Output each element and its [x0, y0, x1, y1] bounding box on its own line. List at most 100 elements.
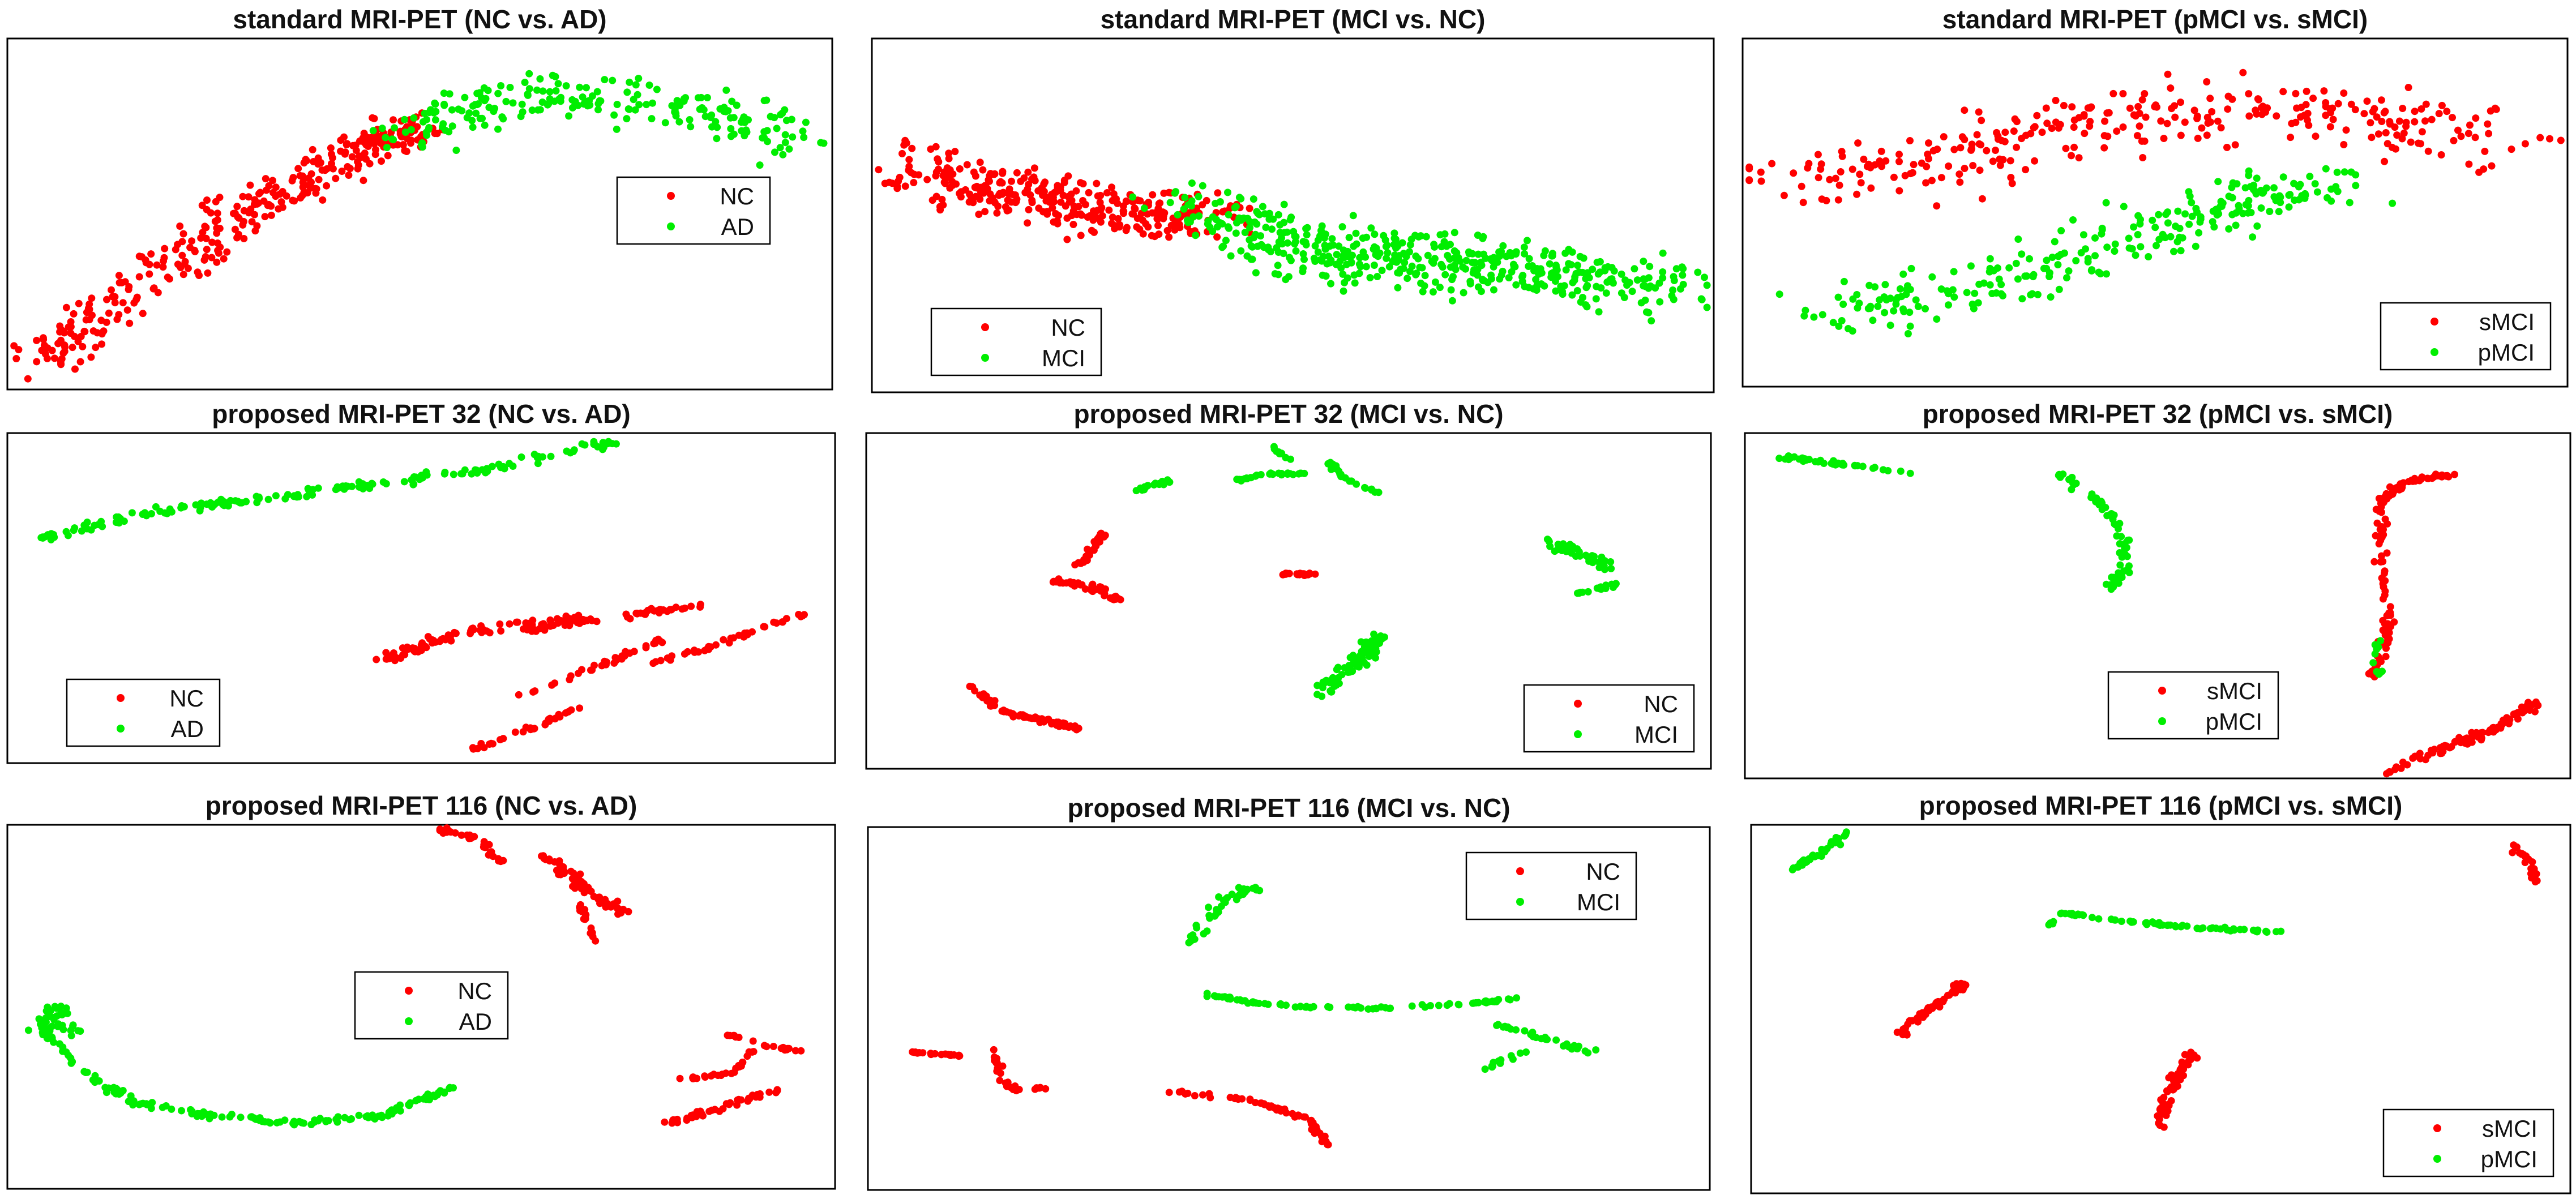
scatter-point — [902, 139, 910, 147]
scatter-point — [1922, 305, 1929, 312]
scatter-point — [1659, 249, 1667, 257]
scatter-point — [1040, 180, 1048, 188]
scatter-point — [2160, 1123, 2168, 1131]
scatter-point — [1922, 179, 1930, 187]
scatter-point — [2384, 639, 2392, 646]
scatter-point — [1487, 255, 1495, 263]
scatter-point — [2214, 178, 2222, 186]
scatter-point — [2376, 507, 2384, 515]
scatter-point — [1996, 161, 2004, 169]
scatter-point — [2115, 579, 2123, 587]
scatter-point — [1067, 190, 1075, 198]
scatter-point — [483, 465, 491, 473]
scatter-point — [912, 1048, 919, 1056]
scatter-point — [1034, 187, 1042, 195]
scatter-point — [1838, 148, 1846, 156]
scatter-point — [612, 657, 620, 665]
scatter-point — [213, 209, 221, 217]
scatter-point — [1995, 135, 2002, 143]
scatter-point — [1246, 217, 1253, 225]
scatter-point — [198, 1112, 206, 1120]
scatter-point — [950, 1051, 958, 1059]
scatter-point — [748, 628, 756, 636]
scatter-point — [1886, 294, 1894, 302]
scatter-point — [1884, 467, 1892, 474]
scatter-point — [1961, 136, 1969, 143]
scatter-point — [1300, 469, 1308, 477]
scatter-point — [1311, 258, 1319, 265]
scatter-point — [1533, 282, 1541, 290]
scatter-point — [1159, 215, 1167, 222]
scatter-point — [506, 620, 514, 628]
scatter-point — [888, 179, 896, 187]
scatter-point — [281, 1116, 289, 1124]
scatter-point — [1533, 265, 1541, 272]
scatter-point — [369, 127, 377, 135]
scatter-point — [2340, 89, 2348, 97]
scatter-point — [2287, 134, 2295, 142]
scatter-point — [2438, 101, 2446, 109]
scatter-point — [1529, 1029, 1537, 1037]
scatter-point — [1065, 723, 1073, 731]
scatter-point — [509, 463, 517, 470]
scatter-point — [303, 493, 311, 500]
scatter-point — [1466, 277, 1474, 285]
scatter-point — [1956, 178, 1964, 186]
scatter-point — [1976, 166, 1984, 174]
scatter-point — [424, 633, 432, 641]
scatter-point — [2021, 272, 2029, 280]
scatter-point — [204, 269, 212, 277]
scatter-point — [440, 89, 448, 97]
scatter-point — [1983, 147, 1991, 155]
scatter-point — [125, 283, 133, 290]
scatter-point — [470, 833, 478, 841]
scatter-point — [417, 133, 425, 140]
scatter-point — [1904, 1020, 1912, 1028]
scatter-point — [314, 484, 322, 492]
scatter-point — [576, 619, 584, 627]
scatter-point — [1266, 247, 1274, 255]
scatter-point — [2007, 174, 2015, 181]
scatter-point — [635, 75, 643, 82]
scatter-point — [957, 188, 965, 196]
scatter-point — [551, 715, 559, 723]
scatter-point — [2186, 192, 2194, 200]
scatter-point — [1999, 156, 2007, 164]
scatter-point — [910, 170, 918, 178]
scatter-point — [188, 237, 196, 245]
scatter-point — [133, 293, 141, 301]
scatter-point — [2418, 473, 2426, 481]
scatter-point — [344, 163, 352, 170]
scatter-point — [1063, 235, 1071, 243]
scatter-point — [1431, 278, 1439, 286]
scatter-point — [45, 1010, 53, 1018]
scatter-point — [1067, 579, 1075, 587]
scatter-point — [2177, 247, 2185, 255]
scatter-point — [2107, 510, 2115, 517]
scatter-point — [1904, 330, 1912, 337]
scatter-point — [369, 480, 376, 488]
scatter-point — [1477, 258, 1485, 266]
scatter-point — [1448, 297, 1456, 305]
scatter-point — [641, 610, 649, 618]
scatter-point — [1462, 256, 1470, 264]
scatter-point — [2232, 221, 2240, 229]
scatter-point — [754, 1090, 761, 1098]
scatter-point — [1294, 571, 1302, 579]
scatter-point — [1324, 1141, 1332, 1149]
scatter-point — [2164, 70, 2172, 78]
scatter-point — [536, 75, 544, 83]
scatter-point — [55, 1040, 63, 1048]
scatter-point — [1394, 242, 1402, 250]
legend-marker — [1574, 700, 1582, 708]
scatter-point — [2164, 921, 2172, 929]
scatter-point — [2171, 922, 2179, 930]
scatter-point — [359, 485, 367, 493]
scatter-point — [2477, 729, 2485, 737]
scatter-point — [2374, 130, 2382, 138]
scatter-point — [1154, 215, 1162, 223]
scatter-point — [2351, 106, 2359, 114]
scatter-point — [760, 1042, 768, 1050]
scatter-point — [2471, 134, 2479, 142]
